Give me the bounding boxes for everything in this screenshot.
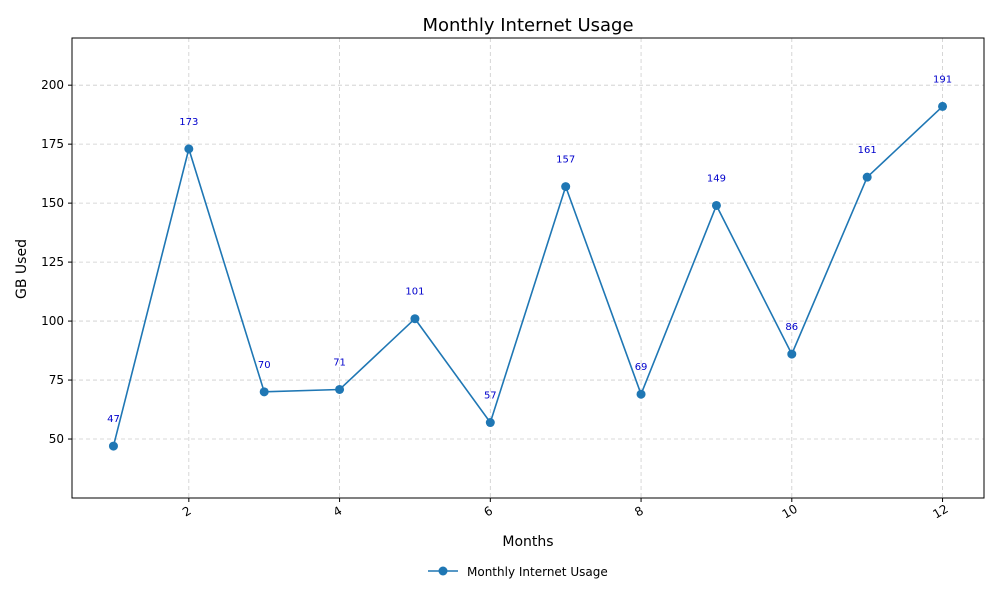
data-label: 71 [333,357,346,368]
x-tick-label: 12 [930,502,950,522]
legend-marker [438,566,448,576]
data-label: 161 [858,145,877,156]
y-tick-label: 75 [49,373,64,387]
data-label: 173 [179,117,198,128]
y-tick-label: 125 [41,255,64,269]
y-tick-label: 175 [41,137,64,151]
grid [72,38,984,498]
data-point [410,314,420,324]
data-point [862,172,872,182]
x-tick-label: 4 [331,504,345,520]
data-label: 70 [258,360,271,371]
data-point [561,182,571,192]
chart-title: Monthly Internet Usage [422,15,633,36]
data-label: 101 [405,287,424,298]
y-tick-label: 200 [41,78,64,92]
data-label: 157 [556,155,575,166]
x-tick-label: 8 [632,504,646,520]
data-point [711,200,721,210]
y-tick-label: 50 [49,432,64,446]
data-label: 57 [484,391,497,402]
x-tick-label: 10 [780,502,800,522]
data-label: 86 [785,322,798,333]
data-point [485,418,495,428]
data-label: 47 [107,414,120,425]
data-point [787,349,797,359]
axes: 50 75 100 125 150 175 200 2 4 6 8 10 12 [41,37,985,522]
data-label: 191 [933,74,952,85]
legend-label: Monthly Internet Usage [467,565,608,579]
data-point [335,384,345,394]
x-tick-label: 2 [180,504,194,520]
data-point [108,441,118,451]
series-layer [108,101,948,451]
x-tick-label: 6 [482,504,496,520]
x-axis-label: Months [502,534,553,550]
data-point [636,389,646,399]
plot-frame [71,37,985,499]
data-point [259,387,269,397]
legend: Monthly Internet Usage [428,565,608,579]
y-tick-label: 100 [41,314,64,328]
data-point [184,144,194,154]
y-tick-label: 150 [41,196,64,210]
series-line [112,105,944,447]
y-axis-label: GB Used [14,239,30,299]
data-label: 69 [635,362,648,373]
data-point [938,101,948,111]
data-labels: 47 173 70 71 101 57 157 69 149 86 161 191 [107,74,952,425]
data-label: 149 [707,173,726,184]
